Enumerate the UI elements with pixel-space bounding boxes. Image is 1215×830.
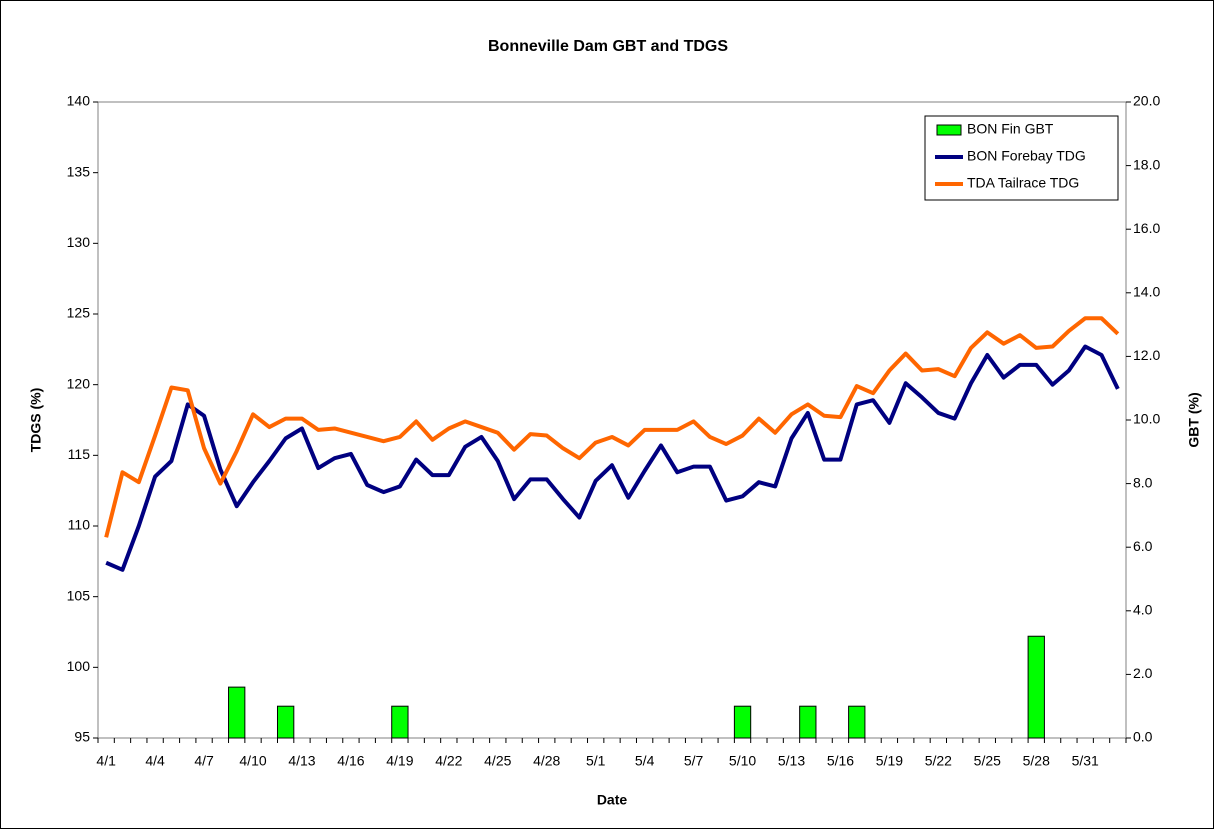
x-axis-title: Date xyxy=(597,792,628,808)
x-tick-label: 5/16 xyxy=(827,753,854,769)
y-tick-label: 125 xyxy=(67,305,91,321)
x-tick-label: 5/7 xyxy=(684,753,704,769)
legend-swatch xyxy=(936,124,962,136)
y-tick-label: 115 xyxy=(68,446,91,462)
x-tick-label: 4/16 xyxy=(337,753,364,769)
y-tick-label: 120 xyxy=(67,375,91,391)
legend-label: TDA Tailrace TDG xyxy=(967,175,1079,191)
x-tick-label: 5/4 xyxy=(635,753,655,769)
x-tick-label: 5/25 xyxy=(974,753,1001,769)
line xyxy=(105,344,1120,572)
y2-tick-label: 20.0 xyxy=(1133,93,1160,109)
legend-label: BON Forebay TDG xyxy=(967,148,1086,164)
y-tick-label: 100 xyxy=(67,658,91,674)
y-tick-label: 95 xyxy=(74,729,90,745)
y-axis-title: TDGS (%) xyxy=(28,388,44,453)
x-tick-label: 5/19 xyxy=(876,753,903,769)
x-tick-label: 4/7 xyxy=(194,753,214,769)
x-tick-label: 5/10 xyxy=(729,753,756,769)
x-tick-label: 4/4 xyxy=(145,753,165,769)
x-tick-label: 5/28 xyxy=(1023,753,1050,769)
y2-tick-label: 14.0 xyxy=(1133,284,1160,300)
y-tick-label: 135 xyxy=(67,163,91,179)
y-tick-label: 140 xyxy=(67,93,91,109)
bar xyxy=(391,705,409,739)
y2-tick-label: 6.0 xyxy=(1133,538,1153,554)
bar xyxy=(228,686,246,739)
y2-tick-label: 2.0 xyxy=(1133,665,1153,681)
y2-tick-label: 8.0 xyxy=(1133,474,1153,490)
y-tick-label: 105 xyxy=(67,587,91,603)
y2-tick-label: 18.0 xyxy=(1133,156,1160,172)
bar xyxy=(1027,635,1045,739)
chart-title: Bonneville Dam GBT and TDGS xyxy=(488,38,728,55)
y2-tick-label: 4.0 xyxy=(1133,602,1153,618)
x-tick-label: 4/10 xyxy=(239,753,266,769)
legend-label: BON Fin GBT xyxy=(967,121,1054,137)
y-tick-label: 110 xyxy=(68,517,91,533)
x-tick-label: 4/1 xyxy=(96,753,116,769)
y2-tick-label: 12.0 xyxy=(1133,347,1160,363)
x-tick-label: 5/31 xyxy=(1072,753,1099,769)
bar xyxy=(799,705,817,739)
x-tick-label: 5/1 xyxy=(586,753,606,769)
x-tick-label: 4/25 xyxy=(484,753,511,769)
y2-tick-label: 0.0 xyxy=(1133,729,1153,745)
bar xyxy=(733,705,752,739)
y2-tick-label: 16.0 xyxy=(1133,220,1160,236)
x-tick-label: 4/22 xyxy=(435,753,462,769)
y-tick-label: 130 xyxy=(67,234,91,250)
bar xyxy=(848,705,866,739)
bar xyxy=(276,705,295,739)
line xyxy=(104,316,1120,538)
x-tick-label: 5/22 xyxy=(925,753,952,769)
y2-axis-title: GBT (%) xyxy=(1186,392,1202,447)
x-tick-label: 4/13 xyxy=(288,753,315,769)
x-tick-label: 4/19 xyxy=(386,753,413,769)
x-tick-label: 4/28 xyxy=(533,753,560,769)
y2-tick-label: 10.0 xyxy=(1133,411,1160,427)
x-tick-label: 5/13 xyxy=(778,753,805,769)
